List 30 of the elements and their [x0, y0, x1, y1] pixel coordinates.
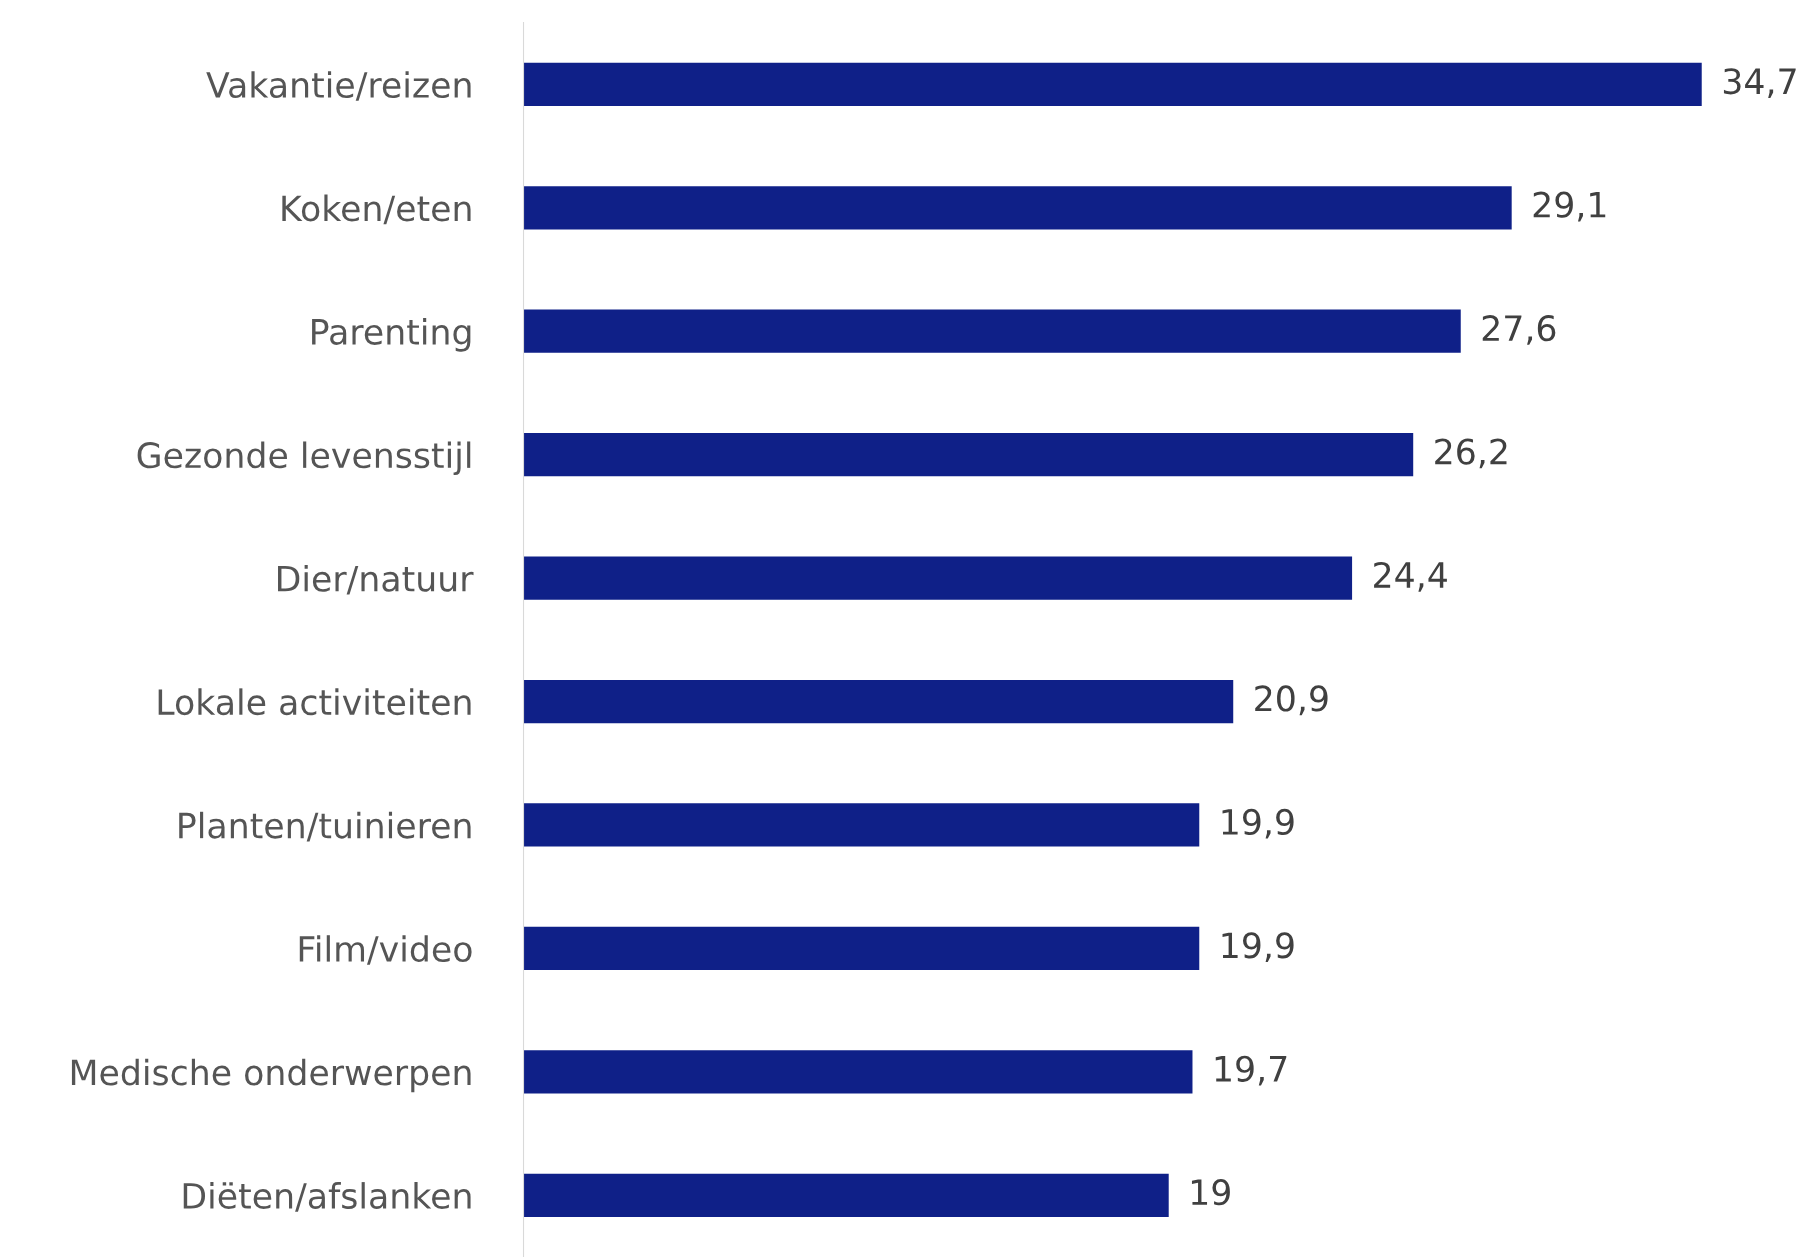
- bar: [523, 433, 1414, 477]
- data-label: 19,7: [1215, 1055, 1287, 1086]
- data-label: 19,9: [1222, 808, 1294, 839]
- bar: [523, 679, 1234, 724]
- y-tick-label: Gezonde levensstijl: [137, 441, 471, 476]
- data-label: 34,7: [1723, 68, 1796, 98]
- bar: [523, 926, 1200, 971]
- y-tick-label: Koken/eten: [282, 194, 471, 225]
- bar: [523, 186, 1512, 230]
- y-tick-label: Lokale activiteiten: [158, 688, 471, 716]
- y-tick-label: Diëten/afslanken: [183, 1182, 471, 1212]
- bar: [523, 556, 1353, 600]
- y-tick-label: Planten/tuinieren: [179, 811, 471, 842]
- y-tick-label: Medische onderwerpen: [71, 1058, 471, 1093]
- y-tick-label: Dier/natuur: [278, 564, 474, 595]
- bar: [523, 1050, 1193, 1094]
- data-label: 19,9: [1222, 932, 1294, 963]
- bar: [523, 803, 1200, 847]
- bar: [523, 62, 1702, 106]
- data-label: 27,6: [1482, 315, 1556, 345]
- data-label: 29,1: [1533, 191, 1606, 222]
- data-label: 20,9: [1255, 685, 1328, 716]
- y-tick-label: Vakantie/reizen: [206, 71, 471, 101]
- bar: [523, 1173, 1169, 1217]
- y-tick-label: Film/video: [299, 935, 472, 965]
- data-label: 26,2: [1435, 438, 1507, 469]
- bar: [523, 309, 1461, 353]
- data-label: 24,4: [1374, 561, 1447, 592]
- y-tick-label: Parenting: [312, 318, 471, 352]
- data-label: 19: [1191, 1179, 1230, 1206]
